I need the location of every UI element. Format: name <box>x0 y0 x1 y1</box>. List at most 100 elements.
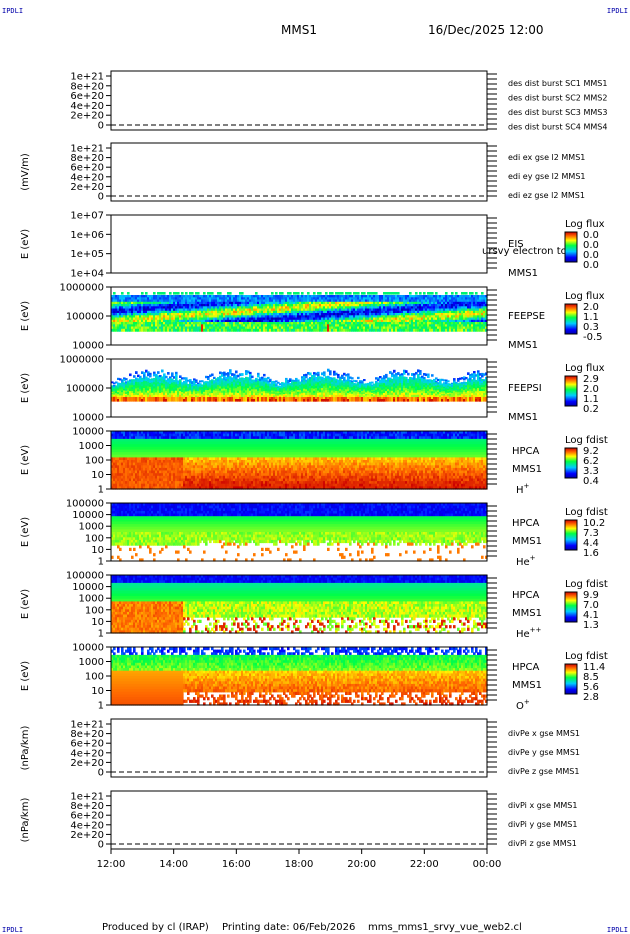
ytick-label-eis-2: 1e+06 <box>70 230 104 241</box>
ytick-label-divpi-3: 6e+20 <box>70 811 104 822</box>
header-mission: MMS1 <box>281 23 317 37</box>
colorbar-tick-feepsi-3: 0.2 <box>583 404 599 415</box>
corner-label-top-left: IPDLI <box>2 7 23 15</box>
ytick-label-feepsi-1: 100000 <box>66 384 104 395</box>
ytick-label-des-2: 4e+20 <box>70 101 104 112</box>
colorbar-tick-feepse-3: -0.5 <box>583 332 603 343</box>
legend-edi-1: edi ey gse l2 MMS1 <box>508 172 586 181</box>
ytick-label-hpca_h-2: 100 <box>85 456 104 467</box>
colorbar-hpca_o <box>565 664 577 694</box>
legend-divpe-2: divPe z gse MMS1 <box>508 767 579 776</box>
colorbar-feepsi <box>565 376 577 406</box>
footer-produced-by: Produced by cl (IRAP) <box>102 922 209 933</box>
frame-des <box>111 71 487 130</box>
right-label-hpca_o-1: MMS1 <box>512 680 542 691</box>
ytick-label-hpca_he-4: 10000 <box>72 510 104 521</box>
ytick-label-feepse-2: 1000000 <box>59 283 104 294</box>
ytick-label-hpca_he-5: 100000 <box>66 499 104 510</box>
legend-des-3: des dist burst SC4 MMS4 <box>508 123 607 132</box>
xtick-label-6: 00:00 <box>473 859 502 870</box>
ylabel-feepse: E (eV) <box>20 301 31 331</box>
ylabel-feepsi: E (eV) <box>20 373 31 403</box>
colorbar-hpca_he2 <box>565 592 577 622</box>
legend-des-0: des dist burst SC1 MMS1 <box>508 79 607 88</box>
legend-des-1: des dist burst SC2 MMS2 <box>508 94 607 103</box>
overlay-text-eis: ursvy electron to <box>482 246 567 257</box>
legend-des-2: des dist burst SC3 MMS3 <box>508 108 607 117</box>
ytick-label-hpca_he2-5: 100000 <box>66 571 104 582</box>
ytick-label-divpe-5: 1e+21 <box>70 720 104 731</box>
ytick-label-hpca_h-3: 1000 <box>79 441 104 452</box>
ytick-label-divpi-5: 1e+21 <box>70 792 104 803</box>
right-label-hpca_h-0: HPCA <box>512 446 540 457</box>
species-charge-hpca_he: + <box>530 554 536 562</box>
legend-divpi-1: divPi y gse MMS1 <box>508 820 577 829</box>
ytick-label-hpca_he-1: 10 <box>91 545 104 556</box>
ytick-label-edi-3: 6e+20 <box>70 163 104 174</box>
colorbar-title-feepsi: Log flux <box>565 363 605 374</box>
ytick-label-hpca_o-3: 1000 <box>79 657 104 668</box>
right-label-feepse-1: MMS1 <box>508 340 538 351</box>
frame-divpe <box>111 719 487 777</box>
legend-divpi-0: divPi x gse MMS1 <box>508 801 577 810</box>
spectrogram-hpca_h <box>111 431 488 490</box>
species-hpca_he2: He++ <box>516 626 542 640</box>
ytick-label-divpi-1: 2e+20 <box>70 830 104 841</box>
ylabel-eis: E (eV) <box>20 229 31 259</box>
ytick-label-hpca_o-0: 1 <box>98 701 104 712</box>
xtick-label-5: 22:00 <box>410 859 439 870</box>
ytick-label-hpca_he-3: 1000 <box>79 522 104 533</box>
species-hpca_he: He+ <box>516 554 536 568</box>
ytick-label-hpca_he2-4: 10000 <box>72 582 104 593</box>
colorbar-tick-hpca_h-3: 0.4 <box>583 476 599 487</box>
colorbar-hpca_he <box>565 520 577 550</box>
frame-eis <box>111 215 487 273</box>
ytick-label-eis-0: 1e+04 <box>70 269 104 280</box>
ytick-label-hpca_o-1: 10 <box>91 686 104 697</box>
ytick-label-hpca_o-2: 100 <box>85 672 104 683</box>
colorbar-title-feepse: Log flux <box>565 291 605 302</box>
right-label-eis-1: MMS1 <box>508 268 538 279</box>
colorbar-feepse <box>565 304 577 334</box>
species-charge-hpca_h: + <box>524 482 530 490</box>
ytick-label-des-3: 6e+20 <box>70 91 104 102</box>
ytick-label-hpca_he2-2: 100 <box>85 605 104 616</box>
species-charge-hpca_o: + <box>524 698 530 706</box>
ytick-label-hpca_he-0: 1 <box>98 557 104 568</box>
right-label-hpca_he-1: MMS1 <box>512 536 542 547</box>
right-label-hpca_h-1: MMS1 <box>512 464 542 475</box>
ylabel-hpca_he: E (eV) <box>20 517 31 547</box>
legend-edi-0: edi ex gse l2 MMS1 <box>508 153 585 162</box>
corner-label-bottom-left: IPDLI <box>2 926 23 934</box>
ytick-label-divpe-0: 0 <box>98 768 104 779</box>
colorbar-eis <box>565 232 577 262</box>
mms-summary-plot: IPDLI IPDLI IPDLI IPDLI MMS1 16/Dec/2025… <box>0 0 630 934</box>
time-axis: 12:00 14:00 16:00 18:00 20:00 22:00 00:00 <box>97 849 502 870</box>
ytick-label-hpca_h-4: 10000 <box>72 427 104 438</box>
legend-divpe-0: divPe x gse MMS1 <box>508 729 580 738</box>
ytick-label-hpca_he2-3: 1000 <box>79 594 104 605</box>
right-label-hpca_he2-0: HPCA <box>512 590 540 601</box>
ytick-label-hpca_h-1: 10 <box>91 470 104 481</box>
right-label-hpca_he-0: HPCA <box>512 518 540 529</box>
ytick-label-edi-5: 1e+21 <box>70 144 104 155</box>
xtick-label-1: 14:00 <box>159 859 188 870</box>
ytick-label-divpe-2: 4e+20 <box>70 748 104 759</box>
ytick-label-hpca_o-4: 10000 <box>72 643 104 654</box>
right-label-feepsi-1: MMS1 <box>508 412 538 423</box>
ytick-label-divpe-3: 6e+20 <box>70 739 104 750</box>
colorbar-tick-eis-3: 0.0 <box>583 260 599 271</box>
right-label-hpca_o-0: HPCA <box>512 662 540 673</box>
ytick-label-divpi-4: 8e+20 <box>70 801 104 812</box>
species-hpca_o: O+ <box>516 698 530 712</box>
ytick-label-divpe-1: 2e+20 <box>70 758 104 769</box>
footer-printing-date: Printing date: 06/Feb/2026 <box>222 922 355 933</box>
